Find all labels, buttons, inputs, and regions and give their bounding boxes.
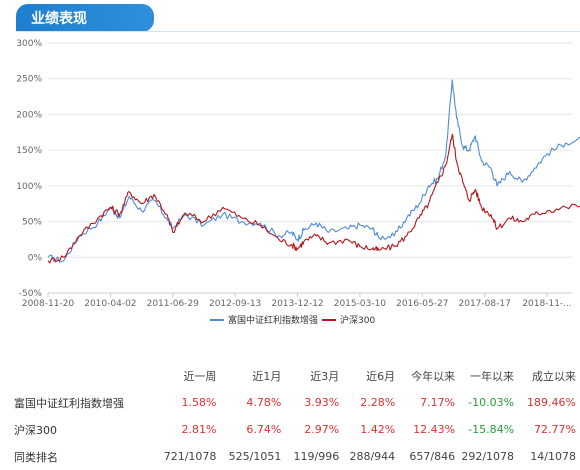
y-tick-label: 250% <box>16 75 42 85</box>
table-header-name <box>14 362 164 389</box>
y-tick-label: 0% <box>28 253 43 263</box>
table-cell: 657/846 <box>409 450 456 463</box>
chart-series <box>47 79 580 264</box>
x-tick-label: 2017-08-17 <box>459 299 511 309</box>
table-header-1y[interactable]: 一年以来 <box>470 369 515 383</box>
row-name: 同类排名 <box>14 450 58 464</box>
x-tick-label: 2010-04-02 <box>84 299 136 309</box>
table-cell: 3.93% <box>304 396 340 409</box>
y-tick-label: 150% <box>16 146 42 156</box>
y-tick-label: -50% <box>19 289 43 299</box>
table-cell: 1.42% <box>360 423 396 436</box>
legend-label: 富国中证红利指数增强 <box>228 314 318 326</box>
table-cell: -10.03% <box>468 396 515 409</box>
series-line-benchmark <box>47 133 580 264</box>
series-line-fund <box>47 79 580 263</box>
x-tick-label: 2012-09-13 <box>209 299 261 309</box>
table-header-row: 近一周 近1月 近3月 近6月 今年以来 一年以来 成立以来 <box>14 362 576 389</box>
chart-grid <box>48 42 572 294</box>
section-tab <box>16 4 154 32</box>
table-cell: 12.43% <box>413 423 456 436</box>
table-cell: 2.97% <box>304 423 340 436</box>
x-axis: 2008-11-20 2010-04-02 2011-06-29 2012-09-13… <box>22 292 572 309</box>
table-cell: 14/1078 <box>530 450 576 463</box>
table-cell: 1.58% <box>181 396 217 409</box>
x-tick-label: 2016-05-27 <box>396 299 448 309</box>
section-title: 业绩表现 <box>31 11 87 27</box>
table-header-ytd[interactable]: 今年以来 <box>411 369 456 383</box>
table-cell: 189.46% <box>527 396 576 409</box>
table-header-6m[interactable]: 近6月 <box>366 369 396 383</box>
y-tick-label: 50% <box>22 218 42 228</box>
table-row: 富国中证红利指数增强 1.58% 4.78% 3.93% 2.28% 7.17% -10.0… <box>14 389 576 416</box>
table-cell: 2.28% <box>360 396 396 409</box>
table-header-1m[interactable]: 近1月 <box>252 369 282 383</box>
table-cell: 525/1051 <box>228 450 282 463</box>
table-header-week[interactable]: 近一周 <box>183 369 217 383</box>
performance-table: 近一周 近1月 近3月 近6月 今年以来 一年以来 成立以来 富国中证红利指数增… <box>14 362 576 470</box>
table-cell: 6.74% <box>246 423 282 436</box>
table-cell: 292/1078 <box>461 450 515 463</box>
table-cell: -15.84% <box>468 423 515 436</box>
x-tick-label: 2018-11-... <box>522 299 571 309</box>
y-axis: -50% 0% 50% 100% 150% 200% 250% 300% <box>16 39 42 299</box>
table-cell: 7.17% <box>420 396 456 409</box>
table-row: 同类排名 721/1078 525/1051 119/996 288/944 657/84… <box>14 443 576 470</box>
table-cell: 721/1078 <box>163 450 217 463</box>
table-cell: 2.81% <box>181 423 217 436</box>
section-header: 业绩表现 <box>0 0 580 32</box>
row-name: 富国中证红利指数增强 <box>14 396 124 410</box>
header-divider <box>16 31 580 32</box>
table-header-since-inception[interactable]: 成立以来 <box>532 369 576 383</box>
legend-label: 沪深300 <box>340 314 375 326</box>
row-name: 沪深300 <box>14 423 57 437</box>
table-header-3m[interactable]: 近3月 <box>310 369 340 383</box>
performance-line-chart: -50% 0% 50% 100% 150% 200% 250% 300% 2008-11-20… <box>16 39 580 326</box>
x-tick-label: 2013-12-12 <box>271 299 323 309</box>
chart-legend[interactable]: 富国中证红利指数增强 沪深300 <box>210 314 375 326</box>
table-cell: 72.77% <box>534 423 576 436</box>
y-tick-label: 300% <box>16 39 42 49</box>
table-body: 富国中证红利指数增强 1.58% 4.78% 3.93% 2.28% 7.17% -10.0… <box>14 389 576 470</box>
y-tick-label: 100% <box>16 182 42 192</box>
x-tick-label: 2011-06-29 <box>147 299 200 309</box>
table-cell: 4.78% <box>246 396 282 409</box>
x-tick-label: 2008-11-20 <box>22 299 75 309</box>
x-tick-label: 2015-03-10 <box>334 299 387 309</box>
table-cell: 119/996 <box>293 450 340 463</box>
table-cell: 288/944 <box>349 450 396 463</box>
y-tick-label: 200% <box>16 110 42 120</box>
table-row: 沪深300 2.81% 6.74% 2.97% 1.42% 12.43% -15.84% 72… <box>14 416 576 443</box>
